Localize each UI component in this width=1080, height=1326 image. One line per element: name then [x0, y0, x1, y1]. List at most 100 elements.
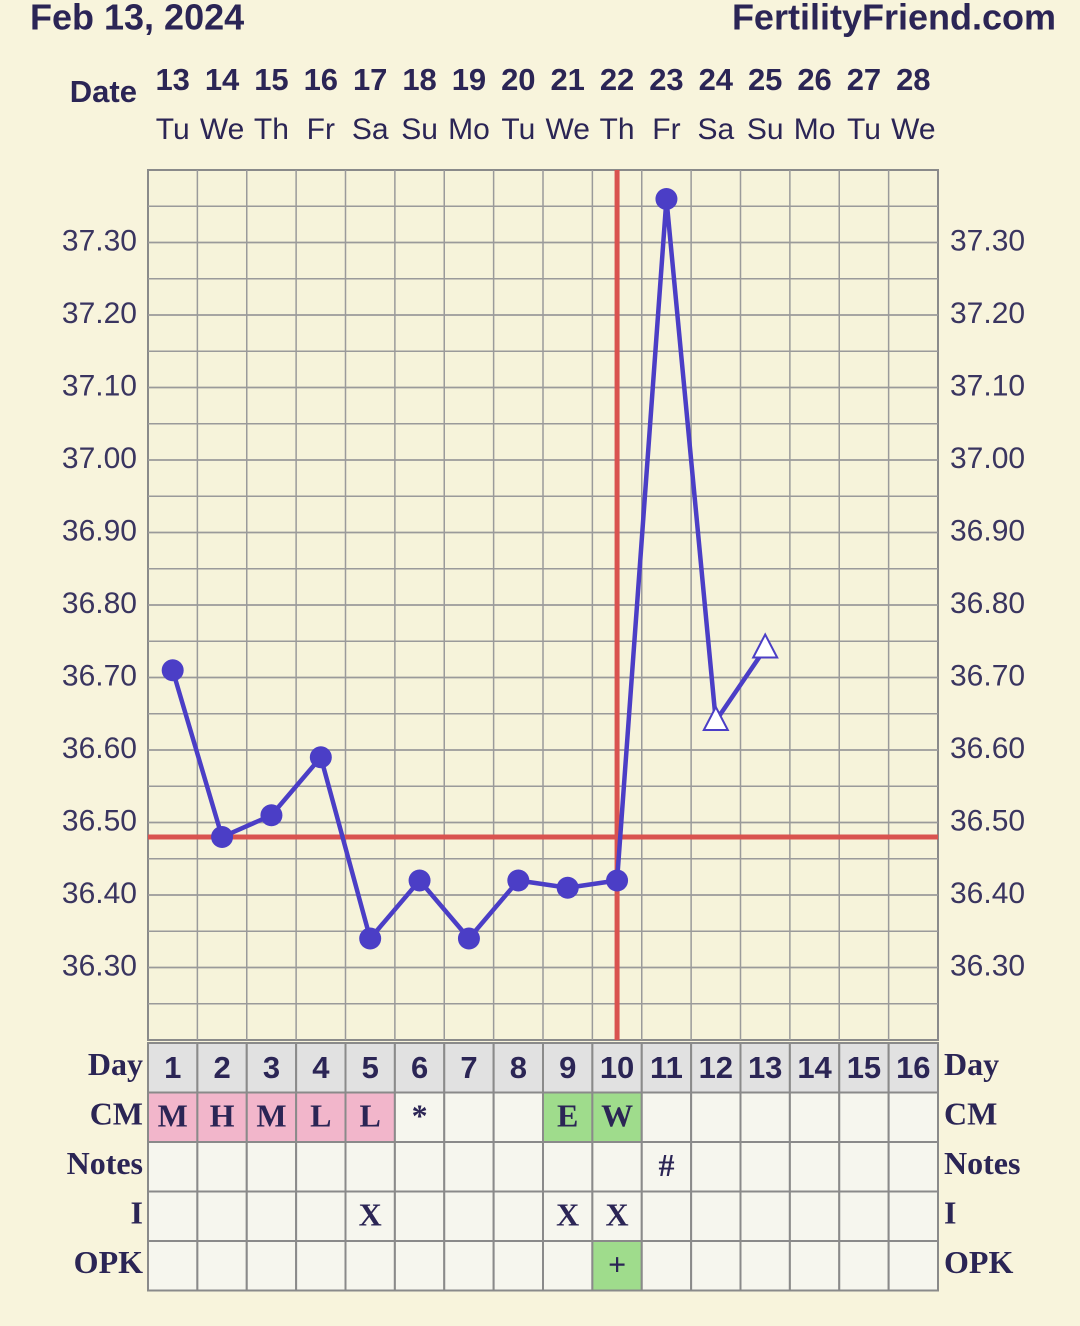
table-cell [147, 1190, 199, 1242]
y-tick-label-right: 36.40 [950, 877, 1025, 910]
table-cell [245, 1240, 298, 1292]
y-tick-label-right: 36.30 [950, 949, 1025, 982]
date-label: 25 [748, 62, 782, 97]
table-cell [295, 1042, 347, 1094]
chart-title: Feb 13, 2024 [30, 0, 244, 38]
date-label: 21 [550, 62, 584, 97]
weekday-label: Fr [307, 113, 335, 146]
weekday-label: Th [600, 113, 635, 146]
weekday-label: Su [401, 113, 438, 146]
y-tick-label: 36.70 [62, 659, 137, 692]
y-tick-label-right: 36.70 [950, 659, 1025, 692]
y-tick-label-right: 36.80 [950, 587, 1025, 620]
source: FertilityFriend.com [732, 0, 1056, 38]
row-label: I [131, 1195, 143, 1231]
table-cell [887, 1240, 939, 1292]
table-cell [887, 1190, 939, 1242]
cell-text: # [658, 1147, 674, 1183]
temperature-marker [702, 704, 730, 731]
table-cell [443, 1240, 495, 1292]
cell-text: E [557, 1098, 578, 1134]
table-cell [393, 1240, 446, 1292]
table-cell [393, 1042, 446, 1094]
cell-text: M [158, 1098, 188, 1134]
y-tick-label: 37.00 [62, 442, 137, 475]
day-number: 6 [411, 1050, 428, 1085]
table-cell [245, 1042, 298, 1094]
y-tick-label-right: 37.30 [950, 224, 1025, 257]
temperature-marker [408, 869, 431, 892]
table-cell [393, 1141, 446, 1193]
table-cell [443, 1091, 495, 1143]
temperature-marker [457, 927, 480, 950]
y-tick-label: 36.90 [62, 514, 137, 547]
table-cell [591, 1141, 643, 1193]
table-cell [838, 1240, 890, 1292]
weekday-label: Fr [652, 113, 680, 146]
temperature-marker [655, 188, 678, 210]
weekday-label: Mo [794, 113, 836, 146]
table-cell [295, 1141, 347, 1193]
day-number: 10 [600, 1050, 634, 1085]
table-cell [788, 1141, 841, 1193]
table-cell [591, 1091, 643, 1143]
table-cell [492, 1091, 544, 1143]
table-cell [147, 1141, 199, 1193]
cell-text: W [601, 1098, 633, 1134]
date-label: 17 [353, 62, 387, 97]
temperature-marker [260, 804, 283, 827]
cell-text: H [210, 1098, 235, 1134]
day-number: 1 [164, 1050, 181, 1085]
table-cell [788, 1240, 841, 1292]
row-label-right: OPK [944, 1244, 1013, 1280]
y-tick-label: 36.80 [62, 587, 137, 620]
weekday-label: We [200, 113, 244, 146]
day-number: 15 [847, 1050, 881, 1085]
table-cell [838, 1141, 890, 1193]
table-cell [344, 1141, 396, 1193]
date-label: 27 [847, 62, 881, 97]
date-label: 19 [452, 62, 486, 97]
table-cell [245, 1091, 298, 1143]
day-number: 13 [748, 1050, 782, 1085]
cell-text: X [359, 1197, 382, 1233]
cell-text: L [310, 1098, 331, 1134]
table-cell [887, 1141, 939, 1193]
table-cell [443, 1190, 495, 1242]
table-cell [344, 1190, 396, 1242]
row-label-right: CM [944, 1096, 997, 1132]
table-cell [393, 1190, 446, 1242]
weekday-label: Mo [448, 113, 490, 146]
table-cell [245, 1141, 298, 1193]
table-cell [690, 1190, 742, 1242]
cell-text: M [256, 1098, 286, 1134]
row-label: Notes [67, 1145, 143, 1181]
day-number: 3 [263, 1050, 280, 1085]
table-cell [739, 1141, 791, 1193]
y-tick-label: 37.20 [62, 297, 137, 330]
y-tick-label-right: 37.00 [950, 442, 1025, 475]
date-label: 16 [304, 62, 338, 97]
table-cell [196, 1141, 248, 1193]
date-label: Date [70, 74, 137, 109]
date-label: 18 [402, 62, 436, 97]
row-label-right: I [944, 1195, 956, 1231]
table-cell [788, 1190, 841, 1242]
row-label-right: Notes [944, 1145, 1020, 1181]
date-label: 24 [699, 62, 734, 97]
day-number: 7 [460, 1050, 477, 1085]
table-cell [147, 1091, 199, 1143]
y-tick-label-right: 37.20 [950, 297, 1025, 330]
day-number: 8 [510, 1050, 527, 1085]
table-cell [739, 1091, 791, 1143]
temperature-marker [507, 869, 530, 892]
table-cell [690, 1091, 742, 1143]
y-tick-label: 36.60 [62, 732, 137, 765]
table-cell [591, 1042, 643, 1094]
cell-text: X [606, 1197, 629, 1233]
row-label: Day [88, 1046, 143, 1082]
table-cell [492, 1240, 544, 1292]
cell-text: + [608, 1246, 626, 1282]
table-cell [492, 1190, 544, 1242]
